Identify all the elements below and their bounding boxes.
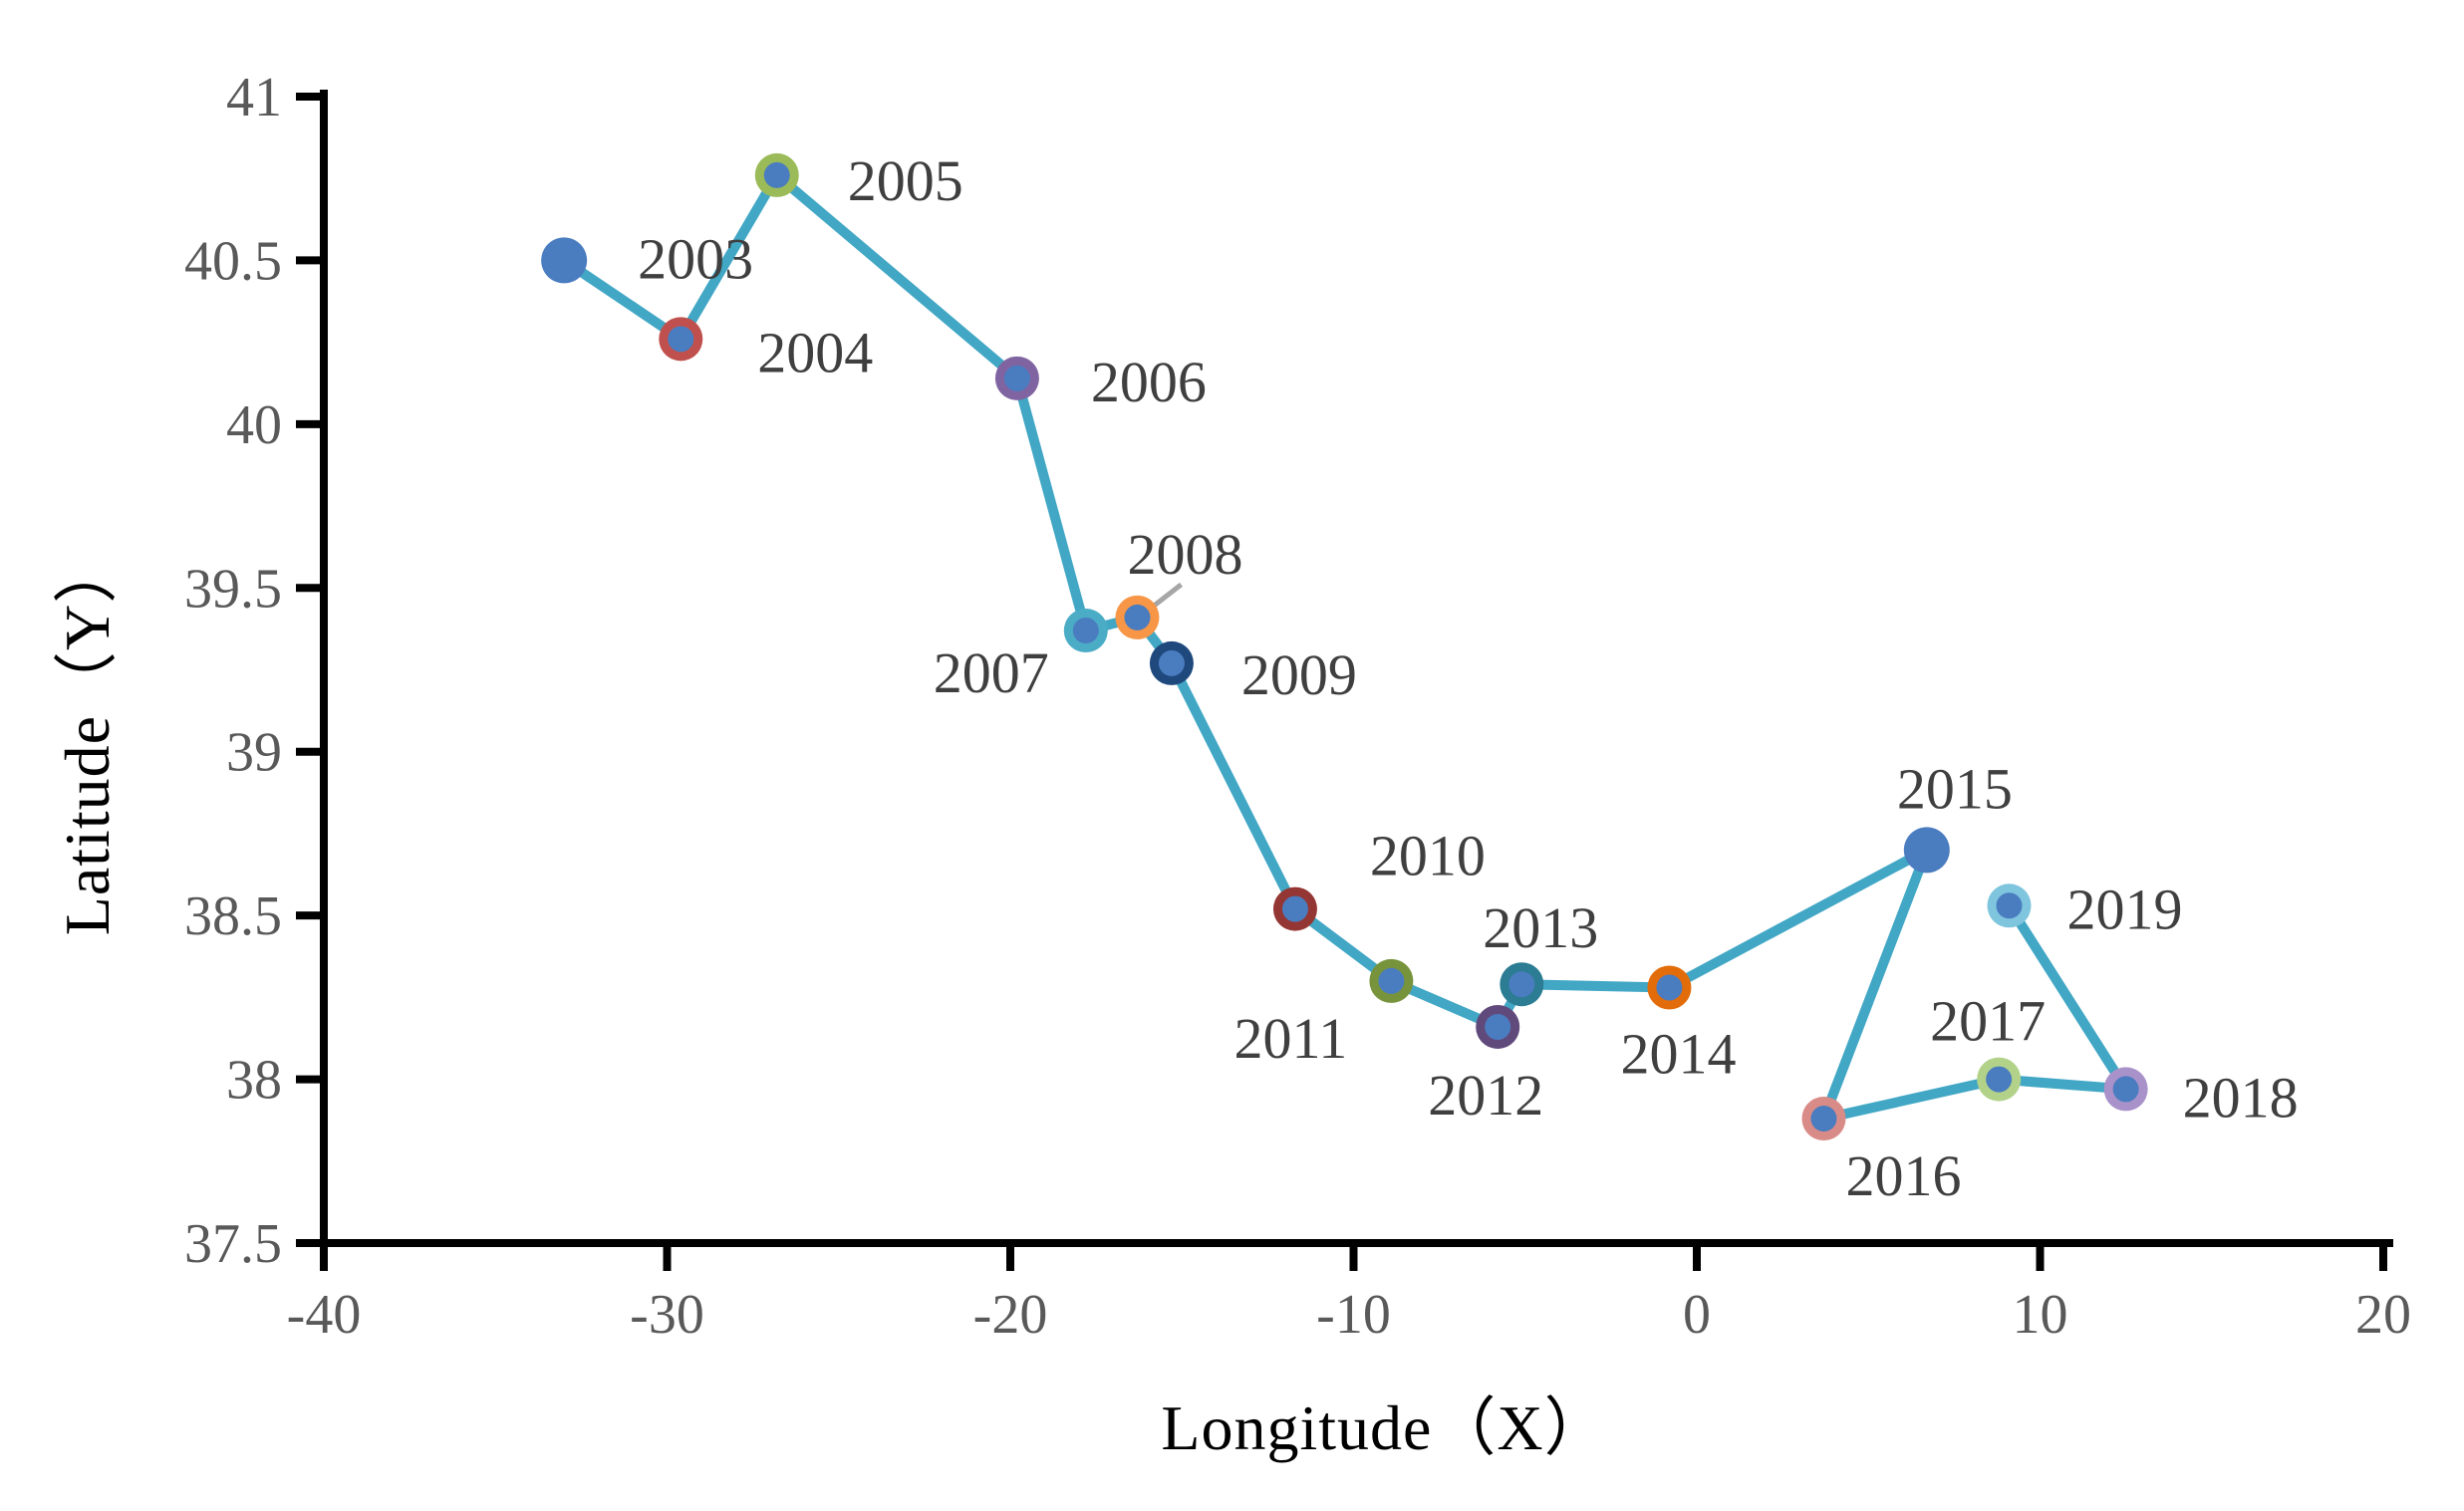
x-tick-label: -40 bbox=[287, 1284, 362, 1346]
y-tick-label: 38.5 bbox=[184, 885, 282, 947]
data-point-2005 bbox=[763, 161, 790, 188]
point-label-2006: 2006 bbox=[1091, 350, 1207, 414]
point-label-2018: 2018 bbox=[2183, 1065, 2299, 1130]
point-label-2015: 2015 bbox=[1897, 756, 2013, 821]
data-point-2013 bbox=[1508, 971, 1535, 998]
y-tick-label: 39.5 bbox=[184, 558, 282, 620]
data-point-2003 bbox=[541, 237, 588, 284]
data-point-2015 bbox=[1903, 827, 1950, 874]
point-label-2008: 2008 bbox=[1127, 522, 1242, 587]
point-label-2011: 2011 bbox=[1233, 1006, 1347, 1071]
x-tick-label: 10 bbox=[2013, 1284, 2068, 1346]
point-label-2012: 2012 bbox=[1428, 1063, 1543, 1128]
point-label-2003: 2003 bbox=[638, 226, 753, 291]
data-point-2010 bbox=[1281, 895, 1308, 922]
x-tick-label: 0 bbox=[1683, 1284, 1711, 1346]
x-tick-label: -30 bbox=[630, 1284, 704, 1346]
y-tick-label: 37.5 bbox=[184, 1213, 282, 1275]
point-label-2010: 2010 bbox=[1370, 824, 1486, 888]
y-tick-label: 41 bbox=[226, 67, 282, 128]
data-point-2016 bbox=[1810, 1106, 1837, 1133]
y-tick-label: 40.5 bbox=[184, 230, 282, 292]
x-axis-title: Longitude（X） bbox=[1161, 1392, 1609, 1463]
point-label-2017: 2017 bbox=[1930, 989, 2046, 1054]
point-label-2004: 2004 bbox=[757, 320, 873, 384]
point-label-2014: 2014 bbox=[1620, 1021, 1736, 1086]
data-point-2008 bbox=[1124, 604, 1151, 630]
y-tick-label: 39 bbox=[226, 722, 282, 784]
data-point-2007 bbox=[1072, 618, 1099, 644]
point-label-2016: 2016 bbox=[1845, 1143, 1961, 1208]
data-point-2006 bbox=[1003, 365, 1030, 391]
y-tick-label: 40 bbox=[226, 394, 282, 456]
data-point-2014 bbox=[1656, 974, 1683, 1001]
x-tick-label: 20 bbox=[2355, 1284, 2411, 1346]
point-label-2007: 2007 bbox=[934, 640, 1049, 705]
data-point-2004 bbox=[668, 326, 694, 353]
point-label-2019: 2019 bbox=[2066, 877, 2182, 941]
data-point-2009 bbox=[1158, 649, 1185, 676]
point-label-2009: 2009 bbox=[1241, 642, 1357, 707]
point-label-2013: 2013 bbox=[1483, 895, 1598, 960]
x-tick-label: -10 bbox=[1316, 1284, 1391, 1346]
data-point-2018 bbox=[2112, 1076, 2139, 1103]
data-point-2019 bbox=[1996, 892, 2023, 919]
data-point-2012 bbox=[1485, 1013, 1511, 1040]
x-tick-label: -20 bbox=[973, 1284, 1048, 1346]
data-point-2017 bbox=[1986, 1066, 2013, 1093]
data-point-2011 bbox=[1378, 967, 1405, 994]
y-axis-title: Latitude（Y） bbox=[52, 538, 123, 936]
point-label-2005: 2005 bbox=[848, 148, 963, 213]
y-tick-label: 38 bbox=[226, 1050, 282, 1112]
